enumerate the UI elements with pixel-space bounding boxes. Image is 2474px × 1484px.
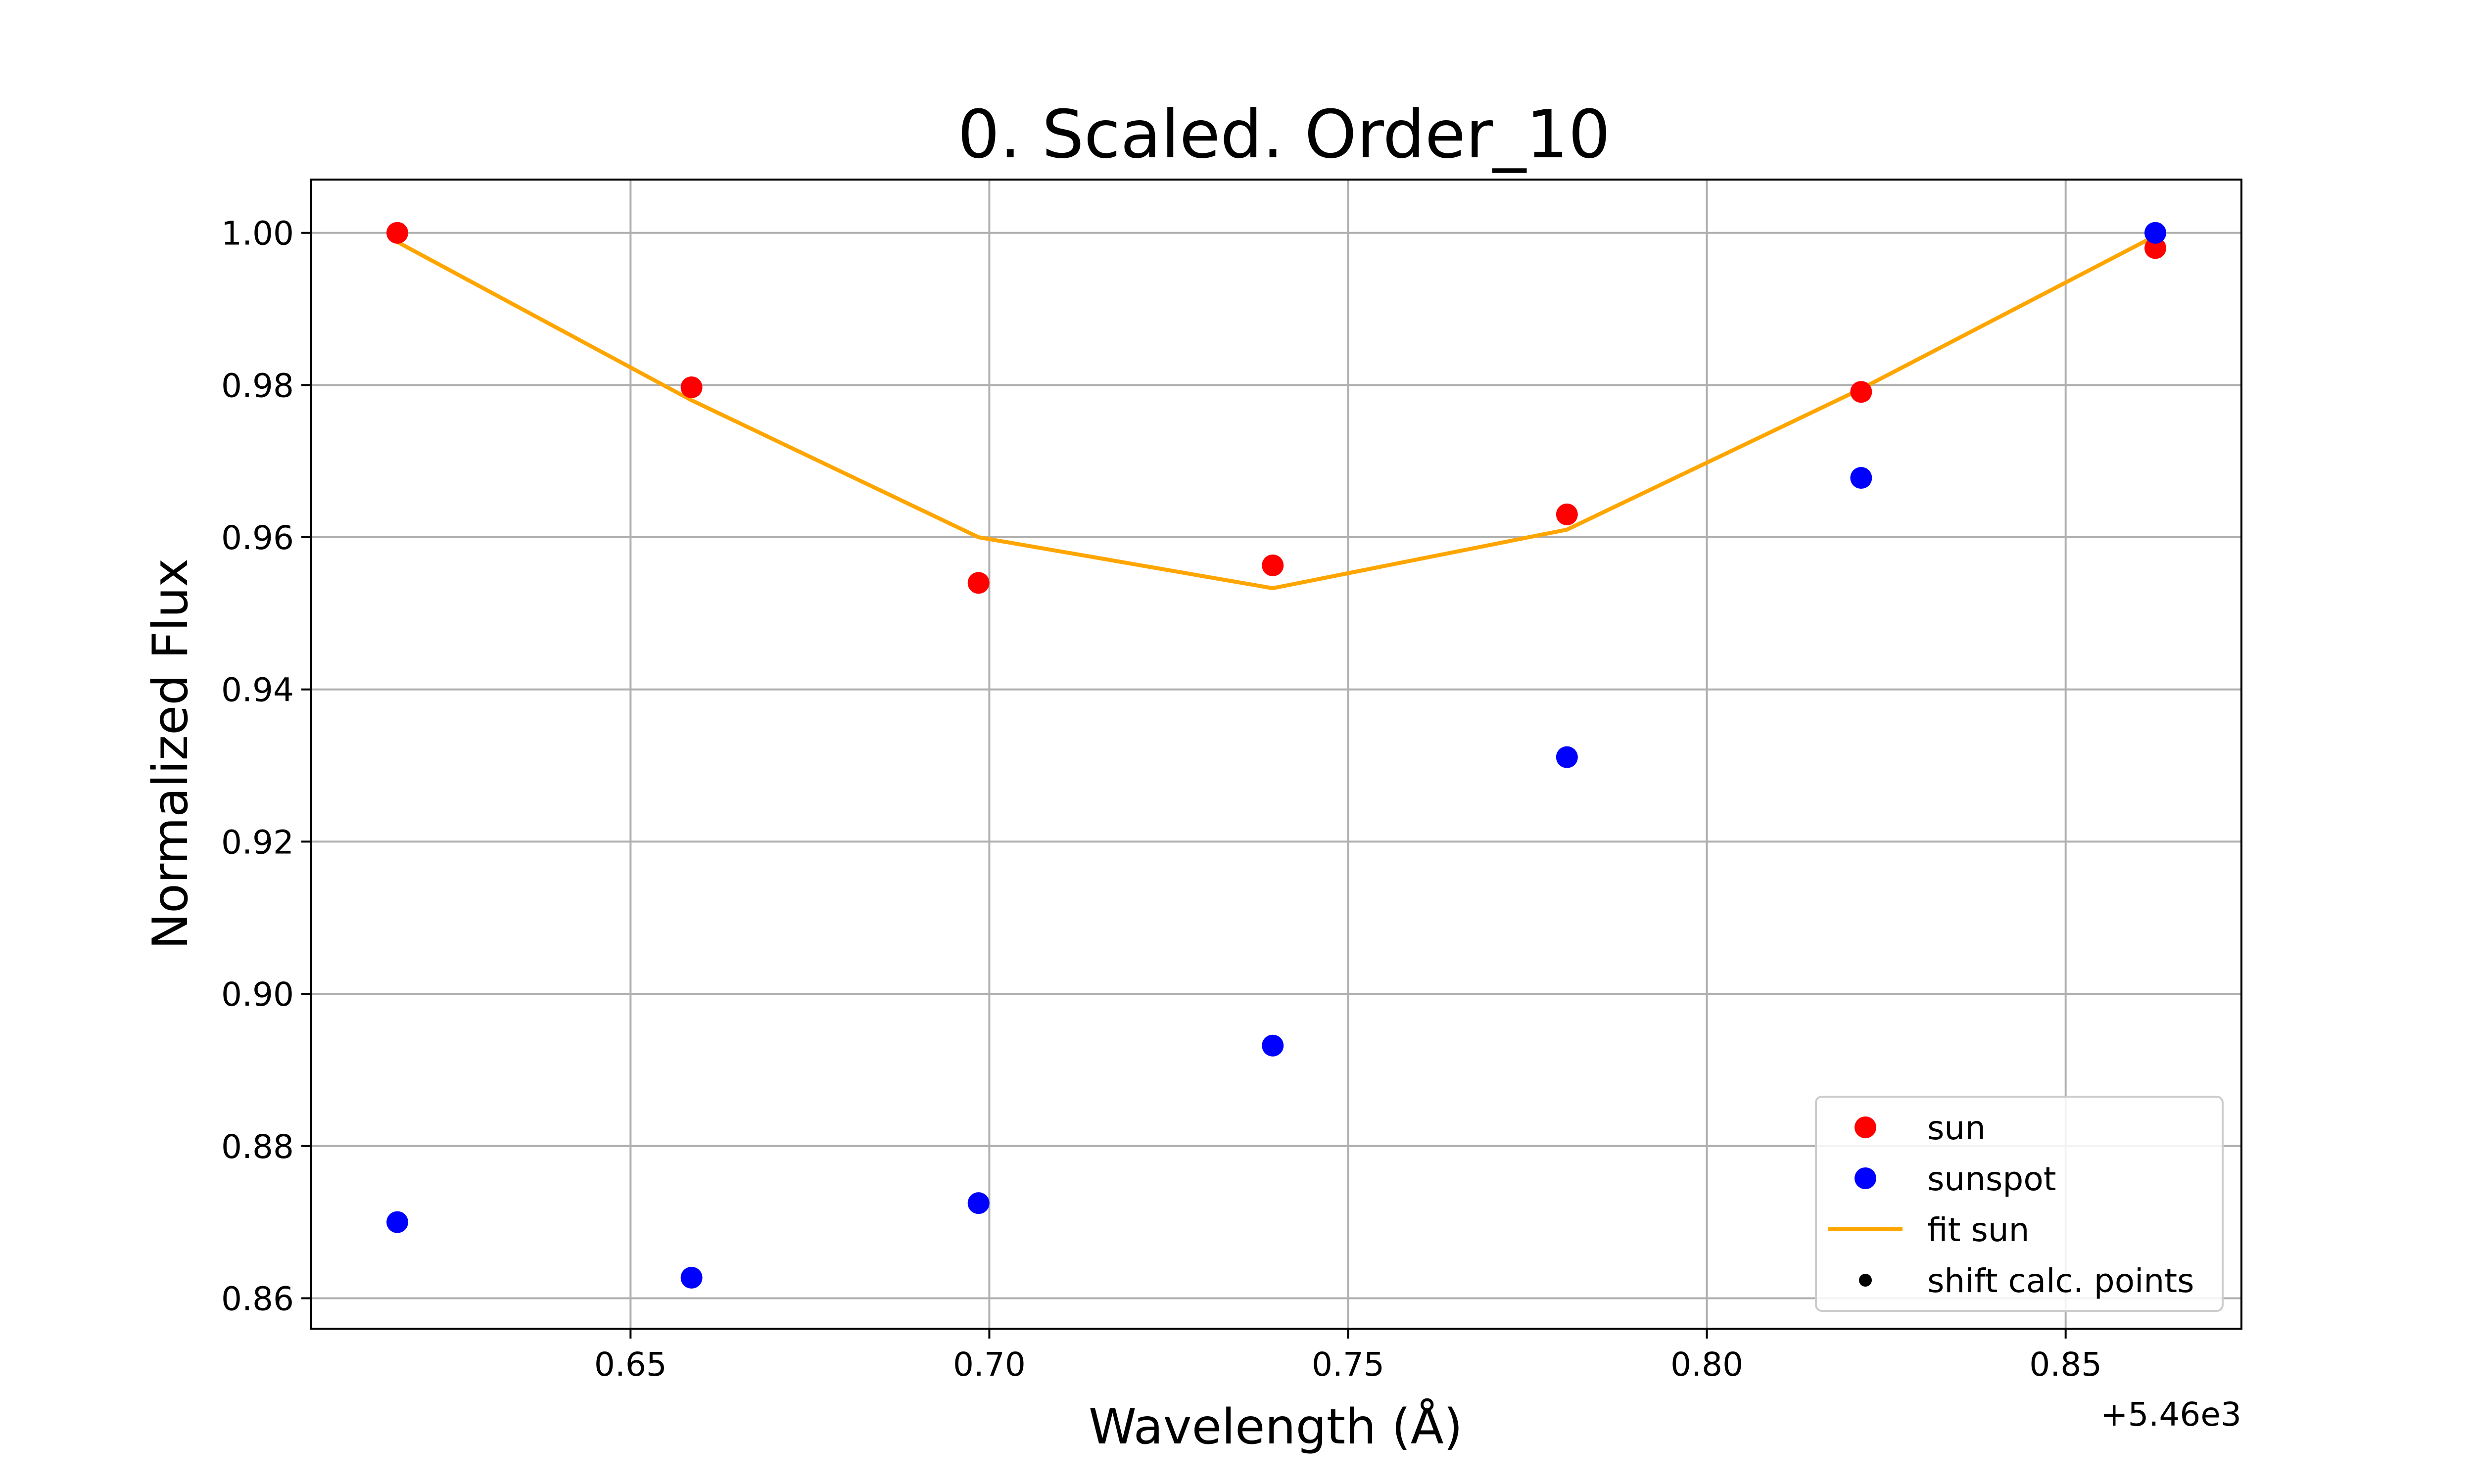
sunspot-point xyxy=(967,1192,990,1214)
legend-swatch-sun xyxy=(1855,1116,1876,1138)
sunspot-point xyxy=(680,1266,703,1289)
legend-label-sun: sun xyxy=(1927,1109,1986,1147)
x-axis-label: Wavelength (Å) xyxy=(1089,1398,1463,1455)
plot-frame xyxy=(310,179,2242,1330)
sunspot-point xyxy=(1850,467,1872,489)
legend: sun sunspot fit sun shift calc. points xyxy=(1815,1096,2224,1312)
axis-ticks: 0.65 0.70 0.75 0.80 0.85 0.86 0.88 0.90 0.92 0.94… xyxy=(221,215,2102,1384)
legend-swatch-sunspot xyxy=(1855,1167,1876,1189)
sunspot-point xyxy=(386,1211,409,1233)
x-tick-label: 0.75 xyxy=(1312,1345,1384,1384)
sun-point xyxy=(967,572,990,594)
sun-point xyxy=(1262,554,1284,576)
y-tick-label: 1.00 xyxy=(221,215,294,253)
y-tick-label: 0.96 xyxy=(221,519,294,557)
legend-swatch-shift-calc-points xyxy=(1859,1274,1872,1287)
sun-point xyxy=(2144,237,2166,259)
sun-point xyxy=(386,222,409,244)
y-axis-label: Normalized Flux xyxy=(143,558,199,950)
legend-label-fit-sun: fit sun xyxy=(1927,1211,2029,1249)
y-tick-label: 0.92 xyxy=(221,823,294,861)
sunspot-point xyxy=(1556,746,1578,768)
x-tick-label: 0.65 xyxy=(594,1345,667,1384)
y-tick-label: 0.98 xyxy=(221,367,294,405)
legend-label-shift-calc-points: shift calc. points xyxy=(1927,1262,2194,1300)
x-tick-label: 0.80 xyxy=(1670,1345,1743,1384)
sun-point xyxy=(680,376,703,398)
y-tick-label: 0.94 xyxy=(221,671,294,709)
sun-point xyxy=(1556,503,1578,525)
y-tick-label: 0.90 xyxy=(221,975,294,1014)
y-tick-label: 0.88 xyxy=(221,1128,294,1166)
x-tick-label: 0.85 xyxy=(2029,1345,2102,1384)
sun-point xyxy=(1850,381,1872,403)
plot-area xyxy=(386,222,2166,1289)
legend-box xyxy=(1815,1096,2224,1312)
y-tick-label: 0.86 xyxy=(221,1280,294,1318)
legend-label-sunspot: sunspot xyxy=(1927,1160,2056,1198)
x-tick-label: 0.70 xyxy=(953,1345,1026,1384)
sunspot-point xyxy=(1262,1034,1284,1057)
sunspot-point xyxy=(2144,222,2166,244)
chart-title: 0. Scaled. Order_10 xyxy=(957,96,1611,173)
x-offset-label: +5.46e3 xyxy=(2100,1395,2241,1434)
